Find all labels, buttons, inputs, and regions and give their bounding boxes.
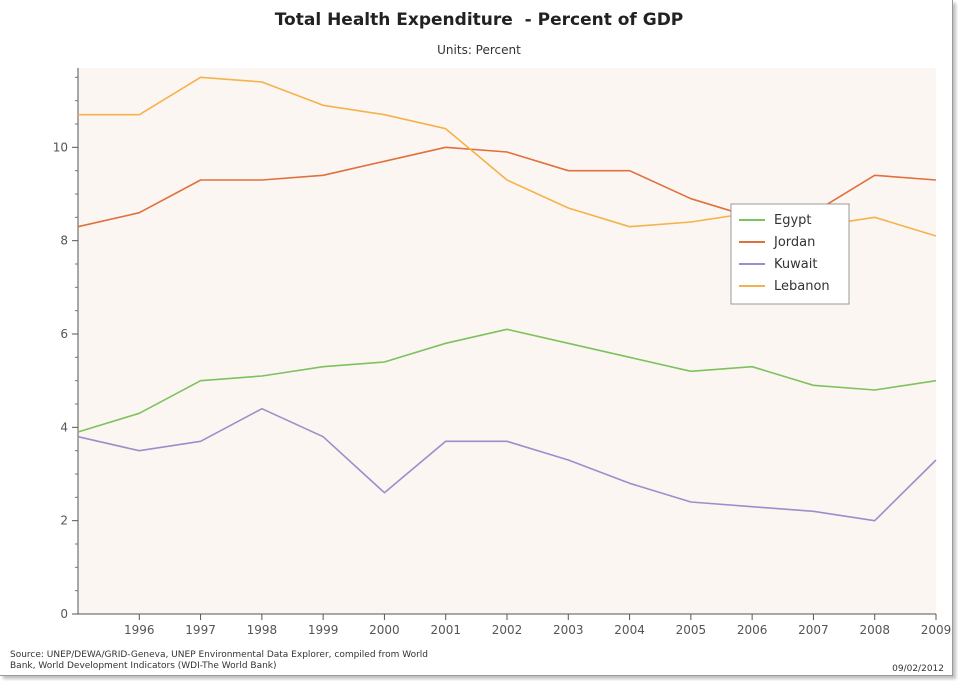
x-tick-label: 2009 — [921, 623, 952, 637]
x-tick-label: 2002 — [492, 623, 523, 637]
source-line-2: Bank, World Development Indicators (WDI-… — [10, 661, 277, 671]
y-tick-label: 4 — [60, 420, 68, 434]
y-tick-label: 0 — [60, 607, 68, 621]
date-stamp: 09/02/2012 — [892, 664, 944, 674]
x-tick-label: 2000 — [369, 623, 400, 637]
series-line-kuwait — [77, 407, 937, 522]
source-note: Source: UNEP/DEWA/GRID-Geneva, UNEP Envi… — [10, 650, 630, 672]
x-tick-label: 2006 — [737, 623, 768, 637]
y-tick-label: 2 — [60, 514, 68, 528]
x-tick-label: 1999 — [308, 623, 339, 637]
plot-background — [78, 68, 936, 614]
x-tick-label: 1996 — [124, 623, 155, 637]
x-tick-label: 2005 — [676, 623, 707, 637]
legend-label-kuwait: Kuwait — [774, 257, 817, 272]
source-line-1: Source: UNEP/DEWA/GRID-Geneva, UNEP Envi… — [10, 650, 429, 660]
x-tick-label: 2001 — [430, 623, 461, 637]
x-tick-label: 1997 — [185, 623, 216, 637]
axes: 0 2 4 6 8 10 1996 1997 1998 1999 2000 2001 2002 2003 2… — [53, 68, 952, 637]
legend: Egypt Jordan Kuwait Lebanon — [730, 203, 850, 305]
y-tick-label: 8 — [60, 234, 68, 248]
x-tick-label: 2003 — [553, 623, 584, 637]
x-tick-label: 2007 — [798, 623, 829, 637]
legend-label-lebanon: Lebanon — [774, 279, 830, 294]
x-tick-label: 1998 — [247, 623, 278, 637]
chart-title: Total Health Expenditure - Percent of GD… — [274, 10, 684, 30]
legend-label-jordan: Jordan — [773, 235, 815, 250]
y-tick-label: 10 — [53, 140, 68, 154]
y-tick-label: 6 — [60, 327, 68, 341]
series-line-egypt — [77, 328, 937, 433]
x-tick-label: 2008 — [859, 623, 890, 637]
x-tick-label: 2004 — [614, 623, 645, 637]
legend-label-egypt: Egypt — [774, 213, 812, 228]
chart-subtitle: Units: Percent — [437, 43, 521, 57]
